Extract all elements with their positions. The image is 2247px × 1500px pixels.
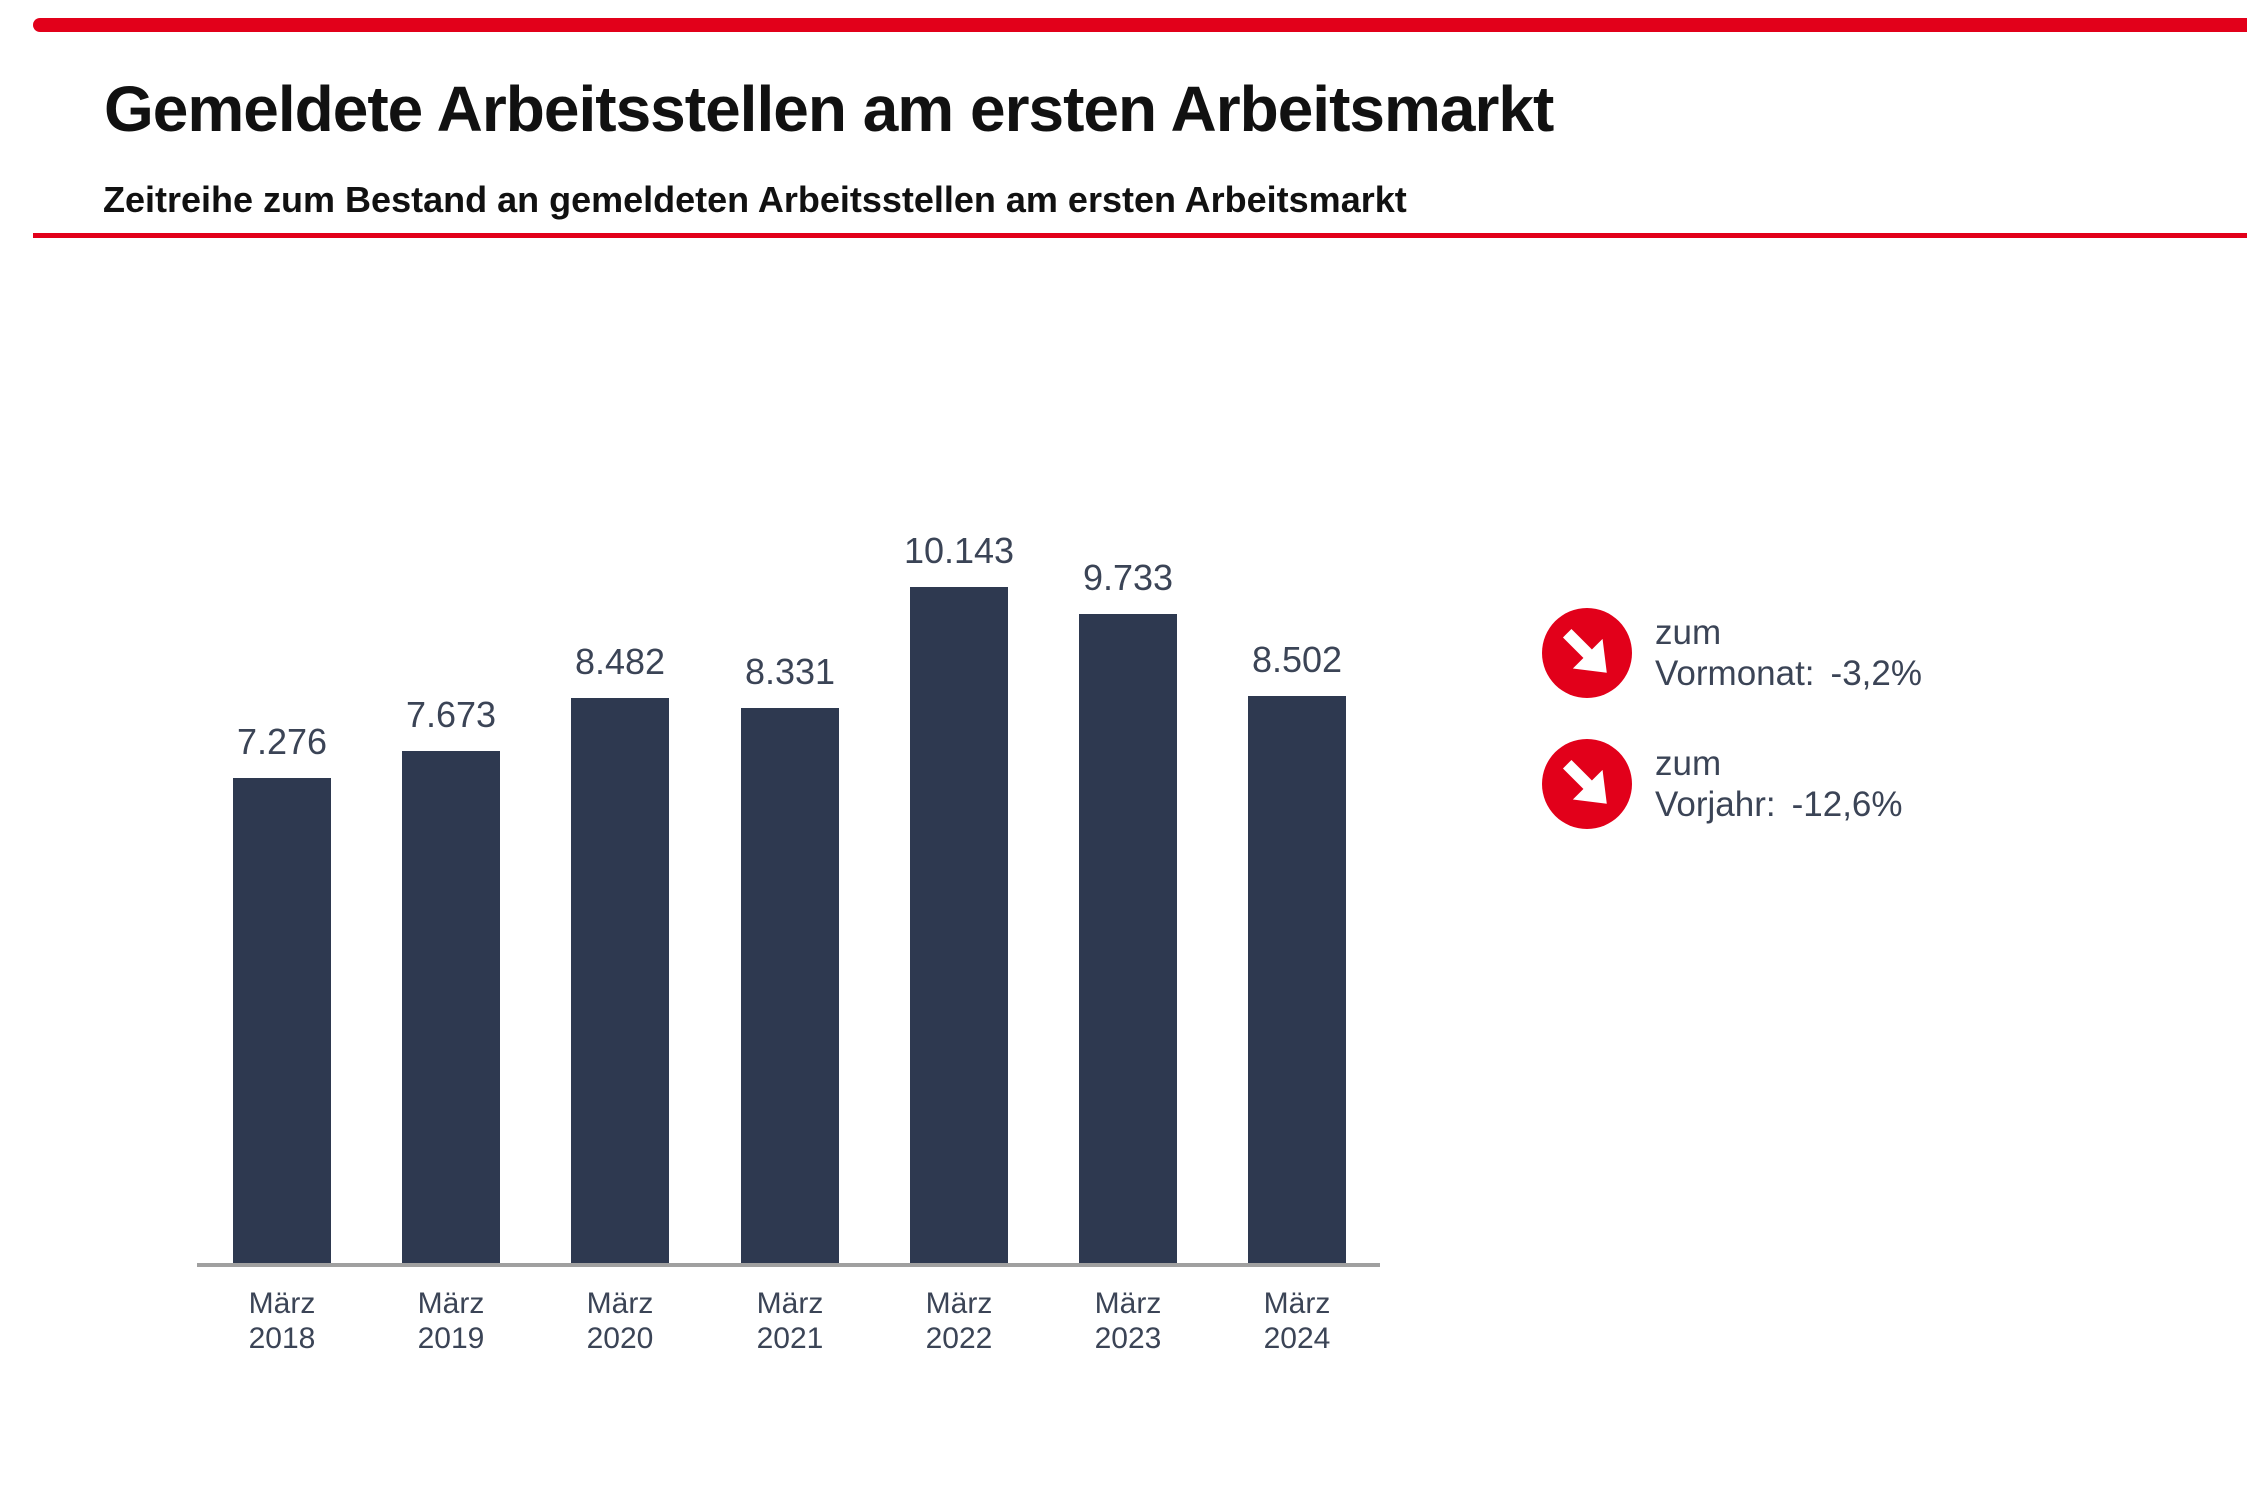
arrow-down-right-icon (1542, 739, 1632, 829)
x-axis-label-maerz-2020: März 2020 (586, 1287, 654, 1355)
badge-value: -12,6% (1791, 785, 1903, 824)
top-accent-bar (33, 18, 2247, 32)
badge-line1: zum (1655, 744, 1722, 783)
bar-value-label-maerz-2020: 8.482 (574, 641, 666, 682)
bar-maerz-2019 (402, 751, 500, 1263)
bar-maerz-2018 (233, 778, 331, 1263)
x-axis-label-maerz-2022: März 2022 (925, 1287, 993, 1355)
x-axis-label-maerz-2023: März 2023 (1094, 1287, 1162, 1355)
page-subtitle: Zeitreihe zum Bestand an gemeldeten Arbe… (103, 179, 1407, 220)
badge-label: Vorjahr: (1655, 785, 1776, 824)
badge-line1: zum (1655, 613, 1722, 652)
bar-value-label-maerz-2023: 9.733 (1082, 557, 1174, 598)
x-axis-label-maerz-2019: März 2019 (417, 1287, 485, 1355)
bar-maerz-2024 (1248, 696, 1346, 1263)
badge-line2: Vormonat: -3,2% (1655, 653, 1922, 694)
bar-maerz-2023 (1079, 614, 1177, 1263)
badge-text: zum Vorjahr: -12,6% (1655, 739, 1903, 825)
bar-maerz-2020 (571, 698, 669, 1263)
page-title: Gemeldete Arbeitsstellen am ersten Arbei… (104, 73, 1554, 145)
badge-value: -3,2% (1830, 654, 1922, 693)
x-axis-label-maerz-2021: März 2021 (756, 1287, 824, 1355)
bar-value-label-maerz-2018: 7.276 (236, 721, 328, 762)
bar-value-label-maerz-2024: 8.502 (1251, 639, 1343, 680)
x-axis-line (197, 1263, 1380, 1267)
change-vs-previous-month-badge: zum Vormonat: -3,2% (1542, 608, 1922, 698)
subtitle-divider (33, 233, 2247, 238)
badge-label: Vormonat: (1655, 654, 1815, 693)
x-axis-label-maerz-2018: März 2018 (248, 1287, 316, 1355)
bar-value-label-maerz-2019: 7.673 (405, 694, 497, 735)
bar-maerz-2021 (741, 708, 839, 1263)
bar-value-label-maerz-2022: 10.143 (903, 530, 1015, 571)
badge-line2: Vorjahr: -12,6% (1655, 784, 1903, 825)
arrow-down-right-icon (1542, 608, 1632, 698)
x-axis-label-maerz-2024: März 2024 (1263, 1287, 1331, 1355)
bar-maerz-2022 (910, 587, 1008, 1263)
badge-text: zum Vormonat: -3,2% (1655, 608, 1922, 694)
bar-value-label-maerz-2021: 8.331 (744, 651, 836, 692)
change-vs-previous-year-badge: zum Vorjahr: -12,6% (1542, 739, 1903, 829)
